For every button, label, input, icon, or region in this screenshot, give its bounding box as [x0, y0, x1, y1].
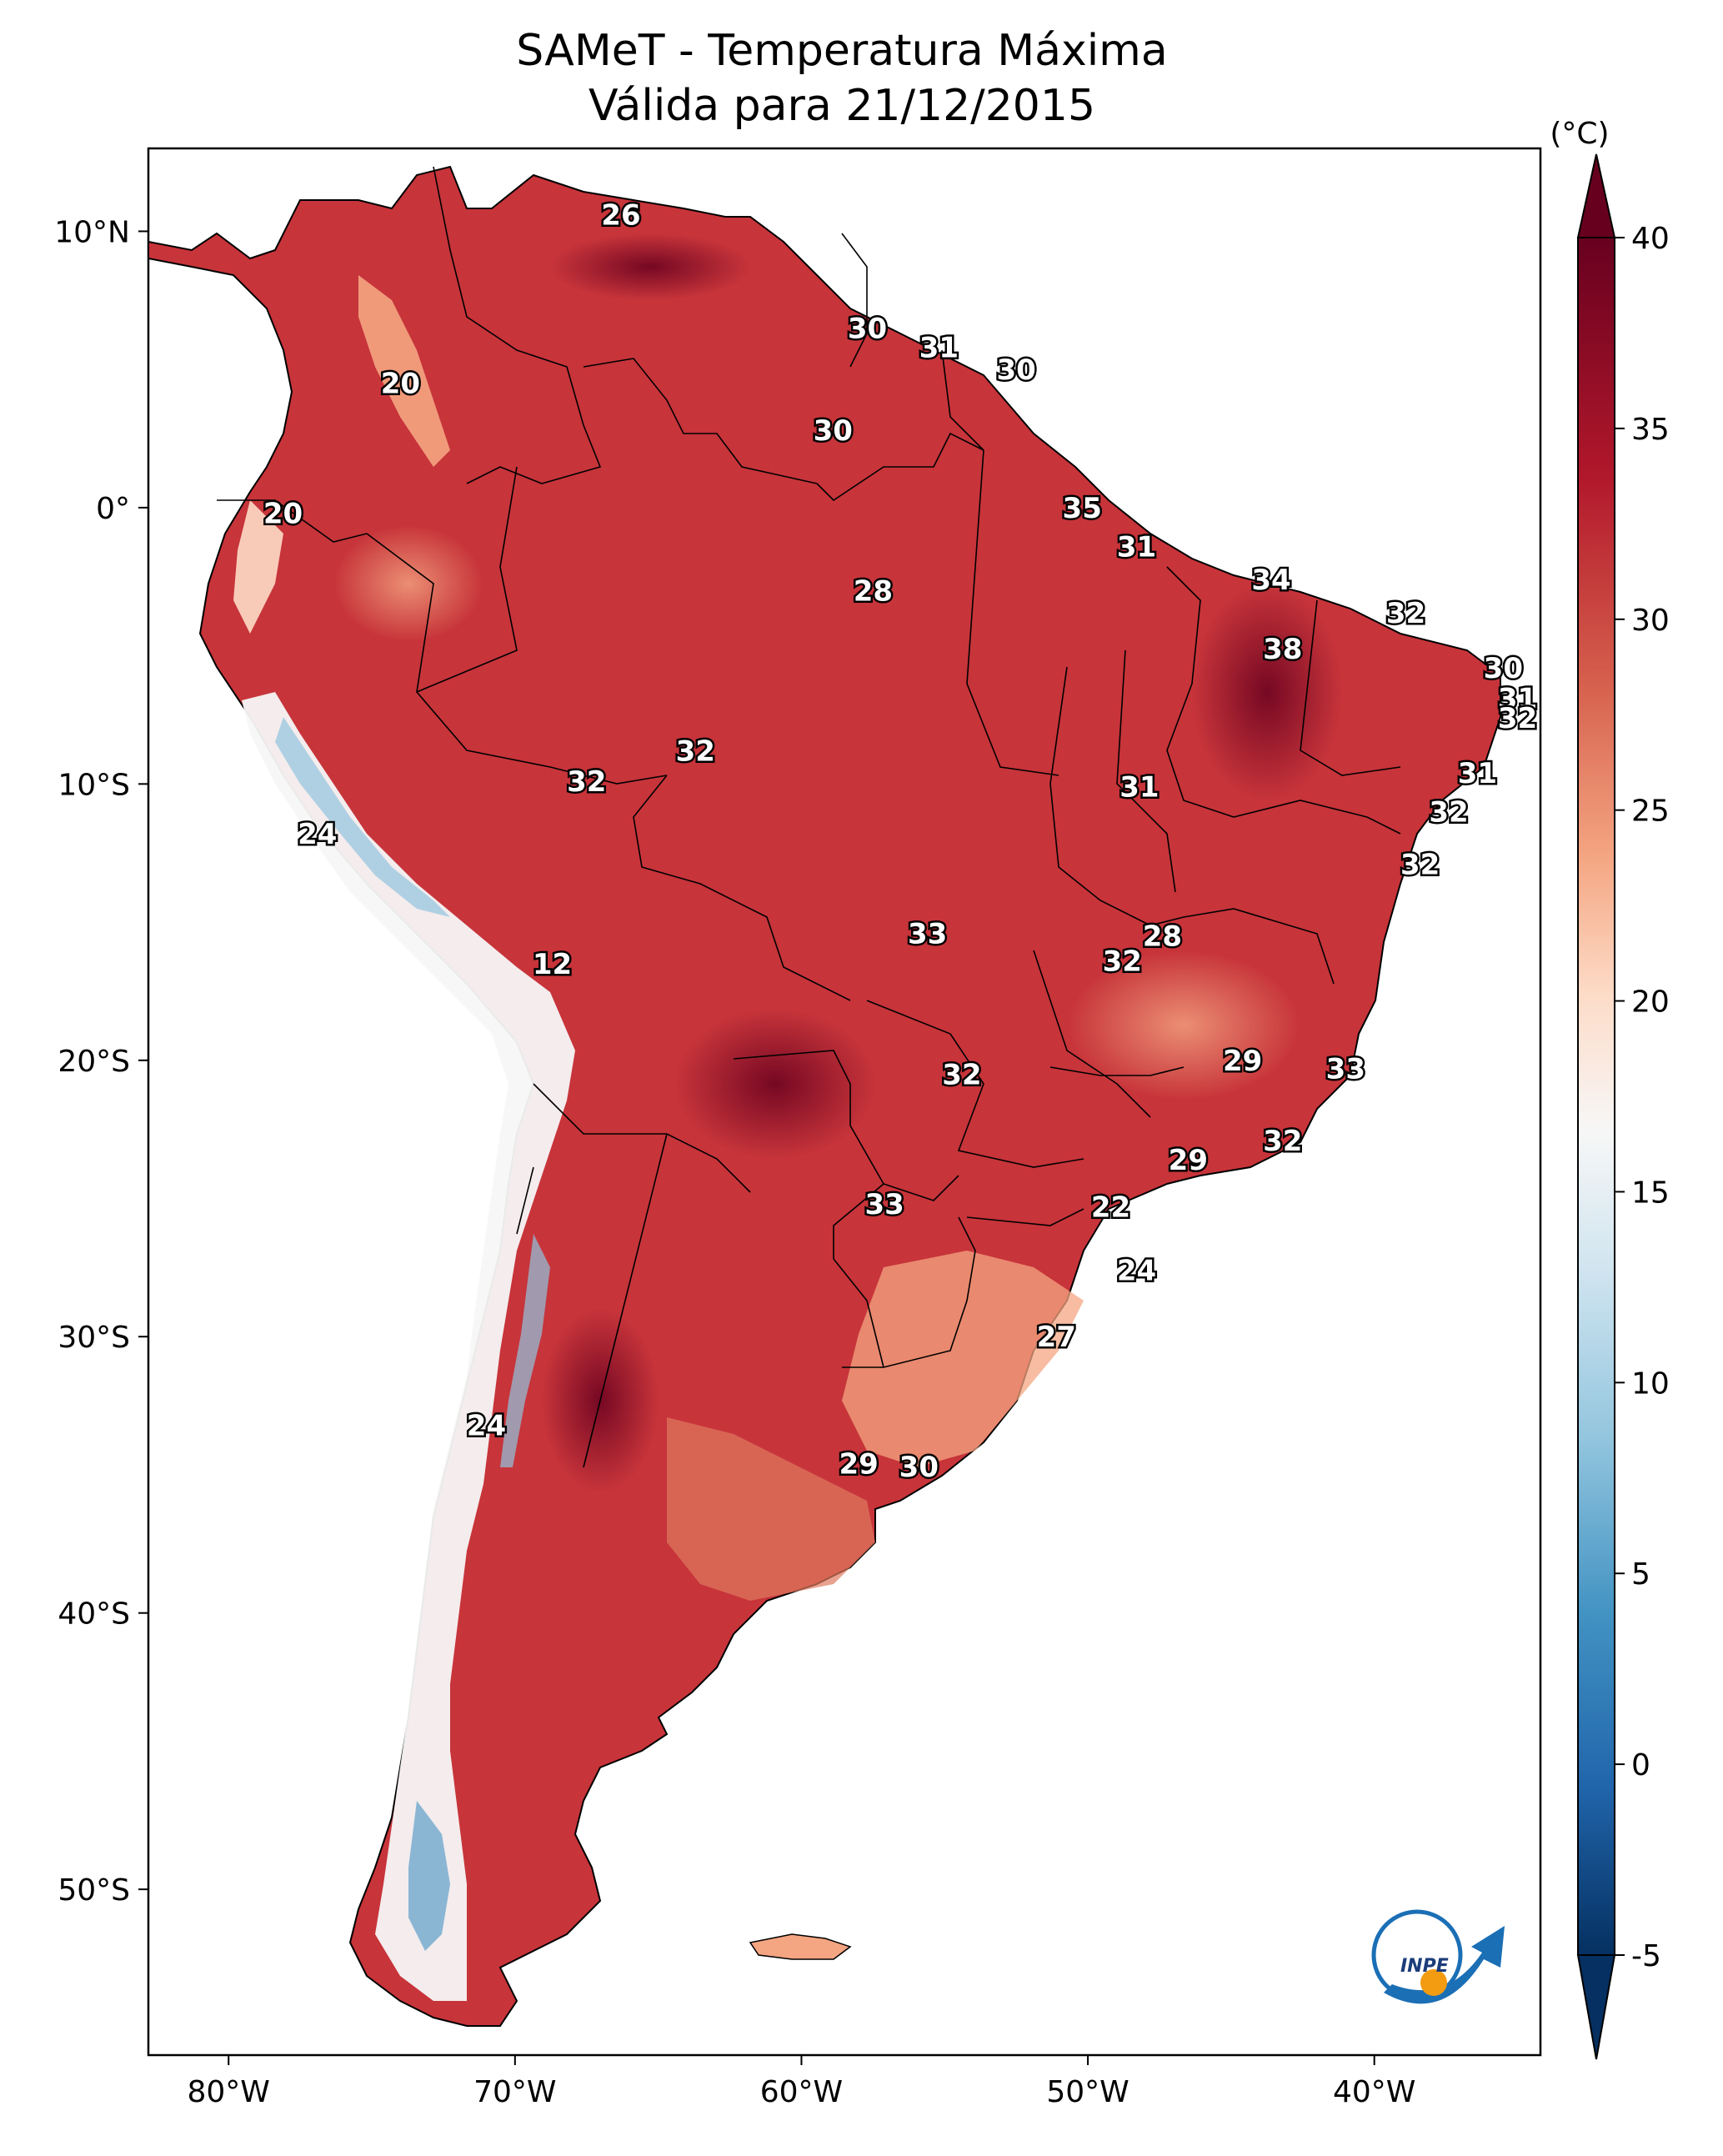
contour-label: 32 [942, 1058, 981, 1091]
temperature-field [148, 165, 1501, 2027]
inpe-logo-text: INPE [1400, 1956, 1449, 1977]
lon-tick-label: 80°W [188, 2075, 270, 2109]
colorbar-tick-label: 20 [1631, 985, 1670, 1020]
colorbar-lower-arrow [1576, 1954, 1616, 2060]
colorbar-tick-label: 40 [1631, 222, 1670, 256]
caribbean-hotspot [550, 233, 750, 300]
lat-tick-label: 10°S [58, 768, 130, 802]
lat-tick-label: 0° [96, 492, 130, 526]
colorbar-tick-label: 35 [1631, 413, 1670, 447]
east-argentina-warm [667, 1417, 875, 1601]
contour-label: 32 [567, 765, 606, 799]
country-borders [217, 166, 1401, 1468]
contour-label: 32 [1386, 597, 1425, 630]
map-title: SAMeT - Temperatura Máxima [516, 26, 1168, 76]
inpe-logo-arrow [1384, 1926, 1505, 2004]
colorbar-tick-label: 10 [1631, 1366, 1670, 1401]
northeast-brazil-hotspot [1192, 584, 1342, 800]
contour-label: 28 [1143, 920, 1182, 954]
colorbar: (°C) 40 35 30 25 20 15 10 5 0 -5 [1550, 117, 1670, 2060]
contour-label: 20 [263, 498, 303, 531]
peru-amazon-cooler [333, 525, 483, 642]
contour-label: 32 [676, 735, 715, 769]
contour-label: 35 [1063, 492, 1102, 525]
colorbar-bar [1577, 237, 1615, 1956]
contour-label: 29 [1223, 1045, 1262, 1078]
contour-label: 30 [848, 312, 887, 345]
contour-label: 30 [1484, 652, 1523, 685]
contour-label: 28 [854, 574, 893, 608]
patagonia-cold-core [408, 1801, 450, 1951]
contour-label: 24 [298, 818, 337, 851]
colorbar-tick-label: 30 [1631, 604, 1670, 638]
contour-label: 20 [381, 368, 420, 401]
falkland-islands [749, 1933, 852, 1960]
southeast-brazil-cooler [1067, 950, 1300, 1101]
lon-tick-label: 50°W [1046, 2075, 1129, 2109]
lon-tick-label: 60°W [760, 2075, 843, 2109]
lat-tick-label: 40°S [58, 1597, 130, 1632]
colorbar-tick-label: 5 [1631, 1557, 1650, 1592]
southern-brazil-cooler [842, 1251, 1084, 1467]
contour-label: 32 [1498, 702, 1537, 735]
contour-label: 30 [997, 353, 1036, 387]
ecuador-andes-cool [233, 500, 283, 634]
contour-label: 32 [1400, 848, 1440, 881]
contour-label: 30 [814, 414, 853, 448]
contour-label: 32 [1263, 1125, 1302, 1158]
contour-label: 31 [919, 332, 959, 365]
contour-label: 31 [1117, 530, 1156, 564]
lat-tick-label: 10°N [54, 215, 130, 249]
colombia-andes-cool [358, 275, 450, 467]
contour-label: 31 [1119, 771, 1159, 805]
lat-tick-label: 50°S [58, 1873, 130, 1908]
colorbar-tick-label: 15 [1631, 1176, 1670, 1210]
contour-label: 29 [1169, 1144, 1208, 1177]
colorbar-tick-label: -5 [1631, 1939, 1661, 1973]
contour-label: 34 [1251, 564, 1290, 597]
contour-label: 27 [1037, 1321, 1076, 1354]
contour-label: 29 [839, 1448, 879, 1482]
latitude-axis: 10°N 0° 10°S 20°S 30°S 40°S 50°S [54, 215, 148, 1908]
contour-label: 33 [908, 917, 947, 950]
colorbar-tick-label: 0 [1631, 1748, 1650, 1782]
longitude-axis: 80°W 70°W 60°W 50°W 40°W [188, 2055, 1415, 2109]
andes-cool-band [242, 692, 575, 2001]
contour-label: 38 [1263, 633, 1302, 666]
lon-tick-label: 70°W [473, 2075, 556, 2109]
chile-cold-strip [500, 1234, 550, 1467]
contour-label: 32 [1103, 945, 1142, 978]
contour-label: 22 [1091, 1191, 1130, 1224]
contour-label: 26 [601, 199, 640, 233]
andes-cold-core [275, 717, 450, 917]
contour-label: 24 [467, 1409, 506, 1442]
colorbar-upper-arrow [1576, 153, 1616, 238]
lat-tick-label: 30°S [58, 1321, 130, 1355]
inpe-logo: INPE [1371, 1909, 1505, 2004]
contour-label: 24 [1117, 1255, 1156, 1288]
contour-label: 32 [1429, 795, 1468, 829]
contour-label: 12 [533, 948, 572, 981]
contour-label: 31 [1458, 757, 1497, 790]
contour-label: 33 [1326, 1053, 1365, 1086]
inpe-logo-sun [1420, 1969, 1447, 1996]
map-subtitle: Válida para 21/12/2015 [588, 81, 1096, 131]
contour-label: 33 [864, 1188, 904, 1221]
colorbar-tick-label: 25 [1631, 795, 1670, 829]
colorbar-unit-label: (°C) [1550, 117, 1609, 151]
lat-tick-label: 20°S [58, 1045, 130, 1079]
chaco-hotspot [675, 1009, 875, 1159]
contour-label: 30 [899, 1451, 939, 1484]
lon-tick-label: 40°W [1333, 2075, 1415, 2109]
contour-label: 31 [1498, 683, 1537, 716]
